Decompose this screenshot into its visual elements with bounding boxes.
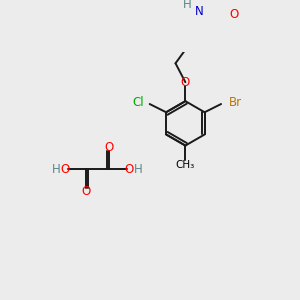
Text: H: H [183, 0, 191, 11]
Text: O: O [81, 185, 90, 198]
Text: CH₃: CH₃ [176, 160, 195, 170]
Text: O: O [230, 8, 239, 21]
Text: Br: Br [229, 96, 242, 109]
Text: O: O [125, 163, 134, 176]
Text: O: O [61, 163, 70, 176]
Text: O: O [181, 76, 190, 89]
Text: H: H [134, 163, 143, 176]
Text: H: H [52, 163, 61, 176]
Text: O: O [104, 141, 113, 154]
Text: N: N [195, 5, 204, 18]
Text: Cl: Cl [132, 96, 144, 109]
